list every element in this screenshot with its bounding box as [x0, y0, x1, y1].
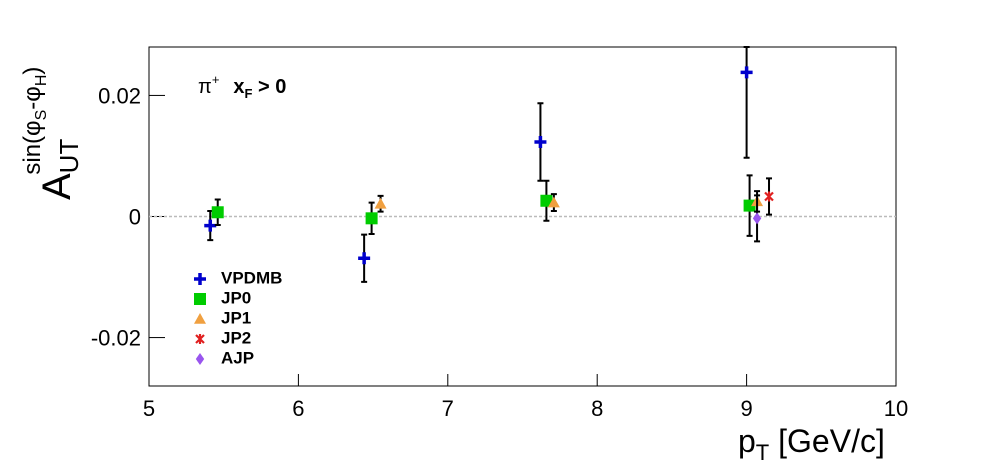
y-tick-label: 0.02	[98, 83, 141, 108]
x-axis-label: pT [GeV/c]	[738, 423, 885, 465]
x-tick-label: 9	[740, 396, 752, 421]
point	[204, 219, 217, 232]
y-axis-label: AUTsin(φS-φH)	[19, 67, 84, 200]
legend-label: JP2	[221, 328, 251, 347]
legend-marker	[194, 273, 206, 285]
legend-marker	[195, 353, 205, 365]
annotation: π+ xF > 0	[198, 72, 286, 101]
point	[211, 206, 224, 219]
legend-label: AJP	[221, 348, 254, 367]
point	[752, 212, 762, 225]
point	[743, 199, 756, 212]
point	[547, 196, 560, 208]
legend-marker	[195, 334, 205, 344]
legend-marker	[194, 313, 206, 324]
legend-marker	[194, 293, 206, 305]
x-tick-label: 8	[591, 396, 603, 421]
point	[740, 66, 753, 79]
point	[764, 191, 774, 202]
x-tick-label: 6	[292, 396, 304, 421]
point	[374, 197, 387, 209]
x-tick-label: 5	[143, 396, 155, 421]
point	[358, 252, 371, 265]
point	[534, 136, 547, 149]
y-tick-label: 0	[129, 205, 141, 230]
y-tick-label: -0.02	[91, 326, 141, 351]
point	[540, 194, 553, 207]
x-tick-label: 7	[442, 396, 454, 421]
point	[365, 212, 378, 225]
error-bar	[743, 46, 750, 159]
legend-label: VPDMB	[221, 268, 282, 287]
x-tick-label: 10	[884, 396, 908, 421]
legend-label: JP1	[221, 308, 251, 327]
legend-label: JP0	[221, 288, 251, 307]
